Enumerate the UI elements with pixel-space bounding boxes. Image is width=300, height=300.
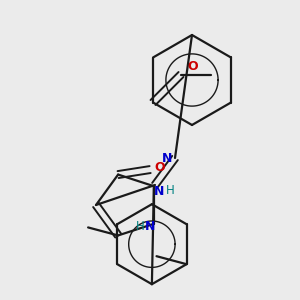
Text: N: N (162, 152, 172, 164)
Text: O: O (155, 161, 165, 174)
Text: H: H (166, 184, 174, 196)
Text: N: N (154, 185, 164, 198)
Text: N: N (145, 220, 155, 233)
Text: H: H (136, 220, 144, 233)
Text: O: O (188, 60, 198, 73)
